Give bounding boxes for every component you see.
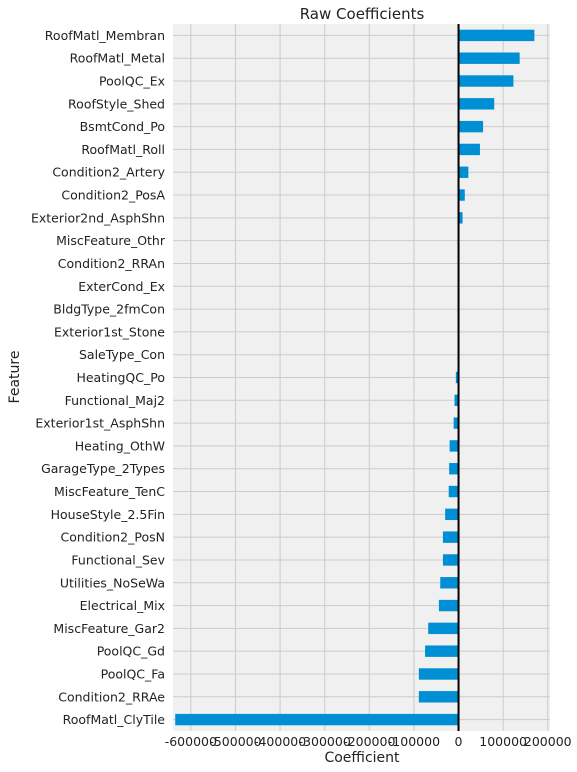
y-tick-label: MiscFeature_Othr: [56, 233, 166, 248]
bar-condition2-artery: [459, 167, 469, 178]
bar-poolqc-fa: [419, 668, 459, 679]
x-tick-label: 100000: [479, 734, 527, 749]
y-tick-label: Heating_OthW: [75, 438, 165, 453]
y-tick-label: RoofMatl_Roll: [81, 142, 165, 157]
y-tick-label: Condition2_Artery: [52, 165, 165, 180]
y-tick-label: Utilities_NoSeWa: [60, 575, 165, 590]
bar-electrical-mix: [439, 600, 459, 611]
bar-utilities-nosewa: [440, 577, 458, 588]
bar-poolqc-gd: [425, 645, 458, 656]
bar-poolqc-ex: [459, 75, 514, 86]
y-tick-label: Condition2_RRAe: [58, 689, 165, 704]
y-tick-label: BsmtCond_Po: [80, 119, 165, 134]
y-tick-label: Functional_Maj2: [65, 393, 165, 408]
y-tick-label: Condition2_RRAn: [58, 256, 165, 271]
y-tick-label: BldgType_2fmCon: [53, 302, 165, 317]
x-tick-label: -100000: [388, 734, 440, 749]
bar-roofstyle-shed: [459, 98, 495, 109]
bar-condition2-rrae: [419, 691, 459, 702]
bar-functional-sev: [443, 554, 459, 565]
bar-miscfeature-gar2: [428, 623, 458, 634]
category-labels: RoofMatl_Membran RoofMatl_Metal PoolQC_Ex R…: [31, 28, 166, 727]
y-tick-label: RoofStyle_Shed: [68, 96, 165, 111]
y-tick-label: MiscFeature_Gar2: [53, 621, 165, 636]
bar-bsmtcond-po: [459, 121, 484, 132]
y-tick-label: Electrical_Mix: [80, 598, 165, 613]
y-tick-label: Exterior2nd_AsphShn: [31, 210, 165, 225]
x-tick-label: 0: [455, 734, 463, 749]
y-tick-label: HeatingQC_Po: [76, 370, 165, 385]
bar-heating-othw: [450, 440, 459, 451]
y-tick-label: PoolQC_Ex: [99, 74, 165, 89]
y-axis-label: Feature: [7, 351, 23, 404]
y-tick-label: RoofMatl_Metal: [70, 51, 165, 66]
y-tick-label: Condition2_PosA: [61, 188, 165, 203]
y-tick-label: HouseStyle_2.5Fin: [51, 507, 165, 522]
chart-title: Raw Coefficients: [300, 5, 425, 23]
y-tick-label: RoofMatl_Membran: [45, 28, 165, 43]
x-axis-label: Coefficient: [324, 750, 400, 766]
y-tick-label: Functional_Sev: [71, 552, 165, 567]
bar-roofmatl-clytile: [175, 714, 458, 725]
y-tick-label: ExterCond_Ex: [78, 279, 165, 294]
bar-housestyle-2-5fin: [445, 509, 458, 520]
y-tick-label: Condition2_PosN: [61, 530, 165, 545]
x-tick-labels: -600000-500000-400000-300000-200000-1000…: [165, 734, 572, 749]
y-tick-label: Exterior1st_AsphShn: [35, 416, 165, 431]
y-tick-label: Exterior1st_Stone: [54, 324, 165, 339]
x-tick-label: 200000: [524, 734, 572, 749]
bar-roofmatl-membran: [459, 30, 535, 41]
y-tick-label: MiscFeature_TenC: [54, 484, 165, 499]
y-tick-label: PoolQC_Fa: [101, 666, 165, 681]
bar-roofmatl-roll: [459, 144, 480, 155]
bar-condition2-posn: [443, 531, 459, 542]
y-tick-label: SaleType_Con: [79, 347, 165, 362]
y-tick-label: PoolQC_Gd: [97, 644, 165, 659]
y-tick-label: RoofMatl_ClyTile: [63, 712, 166, 727]
bar-miscfeature-tenc: [449, 486, 459, 497]
bar-garagetype-2types: [449, 463, 458, 474]
y-tick-label: GarageType_2Types: [41, 461, 165, 476]
bar-roofmatl-metal: [459, 53, 520, 64]
